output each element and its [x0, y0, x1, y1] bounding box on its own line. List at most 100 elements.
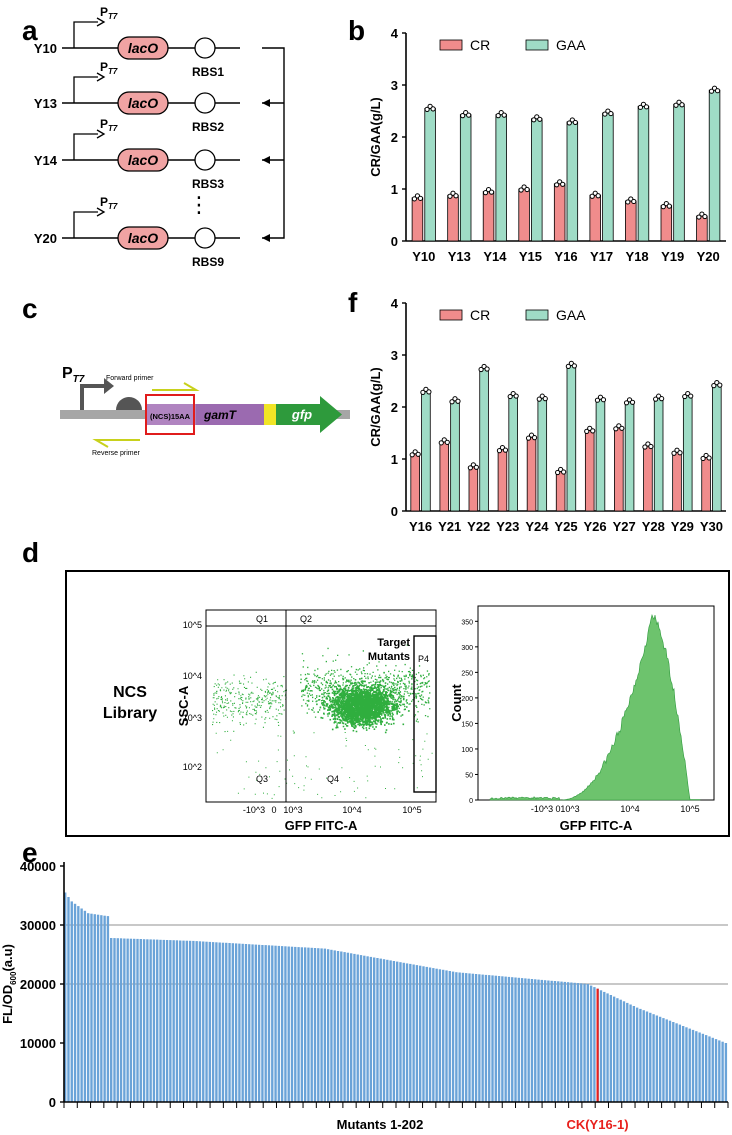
mutant-bar — [451, 971, 455, 1102]
tag-box — [146, 404, 196, 425]
y-tick-label: 3 — [391, 348, 398, 363]
bar-cr — [614, 427, 624, 512]
q4-label: Q4 — [327, 774, 339, 784]
mutant-bar — [557, 981, 560, 1102]
mutant-bar — [169, 940, 172, 1102]
mutant-bar — [271, 945, 274, 1102]
replicate-point — [711, 383, 717, 389]
replicate-point — [495, 113, 501, 119]
mutant-bar — [675, 1023, 678, 1102]
mutant-bar — [681, 1026, 685, 1102]
mutant-bar — [261, 945, 264, 1102]
library-label-line1: NCS — [113, 684, 147, 701]
mutant-bar — [290, 946, 294, 1102]
mutant-bar — [326, 949, 330, 1102]
bar-gaa — [421, 390, 431, 512]
mutant-bar — [553, 981, 557, 1102]
feedback-line — [262, 47, 285, 239]
mutant-bar — [435, 968, 438, 1102]
mutant-bar — [202, 941, 205, 1102]
q3-label: Q3 — [256, 774, 268, 784]
mutant-bar — [136, 938, 139, 1102]
replicate-point — [426, 389, 432, 395]
promoter-arrow — [73, 133, 98, 160]
constructs: Y10 PT7 lacO RBS1 Y13 PT7 lacO RBS2 Y14 PT7 lacO RB… — [34, 5, 240, 269]
hist-ytick-label: 300 — [461, 645, 473, 652]
replicate-point — [438, 440, 444, 446]
mutant-bar — [188, 940, 192, 1102]
mutant-bar — [419, 965, 422, 1102]
mutant-bar — [701, 1033, 705, 1102]
replicate-point — [700, 455, 706, 462]
chart-b: 0 1 2 3 4 CR/GAA(g/L) Y10 Y13 Y14 Y15 Y16 Y17 Y18 Y19… — [368, 26, 726, 264]
mutant-bar — [714, 1039, 718, 1102]
mutant-bar — [116, 938, 119, 1102]
mutant-bar — [251, 944, 254, 1102]
replicate-point — [502, 447, 509, 453]
y-tick-label: 3 — [391, 78, 398, 93]
legend-label-cr: CR — [470, 37, 490, 53]
mutant-bar — [310, 947, 313, 1102]
rbs-label: RBS9 — [192, 255, 224, 269]
hist-ylabel: Count — [449, 684, 464, 722]
bar-gaa — [508, 395, 518, 512]
replicate-point — [637, 104, 644, 110]
mutant-bar — [517, 977, 520, 1102]
mutant-bar — [415, 965, 419, 1102]
tag-label: (NCS)15AA — [150, 412, 191, 421]
reverse-primer-arrow — [92, 439, 140, 448]
replicate-point — [420, 389, 426, 395]
mutant-bar — [639, 1008, 642, 1102]
legend-label-gaa: GAA — [556, 307, 586, 323]
scatter-xtick-0: 0 — [271, 805, 276, 815]
hist-ytick-label: 250 — [461, 670, 473, 677]
mutant-bar — [336, 951, 340, 1102]
library-label-line2: Library — [103, 705, 157, 722]
bar-gaa — [566, 121, 579, 242]
mutant-bar — [297, 947, 300, 1102]
bar-gaa — [479, 368, 489, 512]
y-axis-label: CR/GAA(g/L) — [368, 367, 383, 446]
mutant-bar — [244, 944, 248, 1102]
mutant-bar — [198, 941, 202, 1102]
mutant-bar — [622, 1001, 626, 1102]
bar-cr — [584, 429, 595, 512]
p4-label: P4 — [418, 654, 429, 664]
feedback-branches — [262, 102, 284, 161]
mutant-bar — [616, 998, 619, 1102]
replicate-point — [473, 464, 479, 470]
x-tick-label: Y19 — [661, 249, 684, 264]
x-tick-label: Y15 — [519, 249, 542, 264]
scatter-ytick-2: 10^2 — [183, 762, 202, 772]
rbs-circle — [194, 37, 216, 59]
promoter-label: PT7 — [62, 365, 85, 385]
bar-cr — [439, 441, 450, 512]
replicate-point — [455, 398, 461, 404]
y-axis-label: FL/OD600(a.u) — [0, 944, 18, 1024]
x-tick-label: Y24 — [525, 519, 549, 534]
replicate-point — [444, 439, 450, 445]
replicate-point — [572, 119, 578, 126]
replicate-point — [501, 112, 507, 118]
promoter-label: PT7 — [100, 117, 118, 133]
mutant-bar — [718, 1040, 721, 1102]
scatter-xtick-5: 10^5 — [402, 805, 421, 815]
hist-xtick-0: 0 — [555, 804, 560, 814]
replicate-point — [590, 428, 596, 434]
linker-box — [264, 404, 276, 425]
mutant-bar — [468, 973, 471, 1102]
y-tick-label: 2 — [391, 130, 398, 145]
mutant-bar — [274, 945, 277, 1102]
replicate-point — [531, 435, 538, 441]
mutant-bar — [294, 946, 297, 1102]
chart-e: 0 10000 20000 30000 40000 FL/OD600(a.u) Mutant… — [0, 859, 729, 1132]
laco-box — [117, 36, 169, 60]
replicate-point — [702, 213, 708, 220]
scatter-xtick-neg: -10^3 — [243, 805, 265, 815]
mutant-bar — [494, 975, 497, 1102]
replicate-point — [513, 393, 519, 399]
bar-gaa — [637, 105, 650, 242]
y-tick-label: 4 — [391, 26, 399, 41]
replicate-point — [430, 106, 436, 112]
mutant-bar — [632, 1006, 636, 1102]
